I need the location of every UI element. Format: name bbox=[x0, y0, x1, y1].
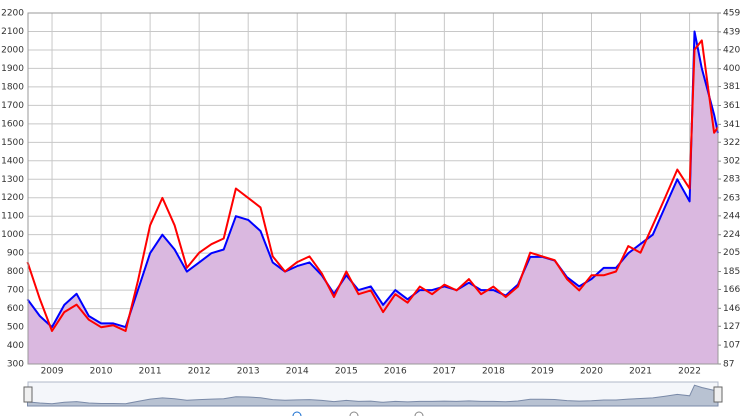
y2-tick-label: 127 bbox=[723, 322, 740, 332]
y2-tick-label: 166 bbox=[723, 285, 740, 295]
y2-tick-label: 185 bbox=[723, 267, 740, 277]
x-tick-label: 2019 bbox=[531, 367, 554, 377]
y-tick-label: 700 bbox=[7, 286, 24, 296]
plot-area bbox=[26, 12, 719, 365]
y2-tick-label: 283 bbox=[723, 175, 740, 185]
y-tick-label: 900 bbox=[7, 249, 24, 259]
y-tick-label: 1900 bbox=[1, 64, 24, 74]
y2-tick-label: 146 bbox=[723, 304, 740, 314]
x-tick-label: 2015 bbox=[335, 367, 358, 377]
y-tick-label: 1200 bbox=[1, 193, 24, 203]
navigator-handle[interactable] bbox=[23, 386, 33, 403]
y2-tick-label: 381 bbox=[723, 82, 740, 92]
x-tick-label: 2009 bbox=[41, 367, 64, 377]
area bbox=[27, 31, 718, 364]
y-tick-label: 1300 bbox=[1, 175, 24, 185]
y-tick-label: 500 bbox=[7, 323, 24, 333]
y2-tick-label: 107 bbox=[723, 341, 740, 351]
y2-tick-label: 459 bbox=[723, 9, 740, 19]
y2-tick-label: 439 bbox=[723, 27, 740, 37]
y-tick-label: 800 bbox=[7, 267, 24, 277]
y-tick-label: 300 bbox=[7, 360, 24, 370]
x-tick-label: 2012 bbox=[188, 367, 211, 377]
x-tick-label: 2021 bbox=[629, 367, 652, 377]
radio-button[interactable] bbox=[292, 411, 302, 416]
navigator-series bbox=[26, 384, 719, 407]
x-tick-label: 2020 bbox=[580, 367, 603, 377]
radio-button[interactable] bbox=[349, 411, 359, 416]
x-tick-label: 2013 bbox=[237, 367, 260, 377]
y2-tick-label: 341 bbox=[723, 120, 740, 130]
y2-tick-label: 205 bbox=[723, 248, 740, 258]
y-tick-label: 400 bbox=[7, 341, 24, 351]
x-tick-label: 2022 bbox=[678, 367, 701, 377]
line bbox=[26, 39, 719, 332]
plot-border bbox=[27, 12, 719, 365]
y2-tick-label: 263 bbox=[723, 193, 740, 203]
x-tick-label: 2011 bbox=[139, 367, 162, 377]
y-tick-label: 600 bbox=[7, 304, 24, 314]
navigator[interactable] bbox=[26, 381, 719, 407]
y-tick-label: 1400 bbox=[1, 156, 24, 166]
y2-tick-label: 87 bbox=[723, 360, 734, 370]
y2-tick-label: 224 bbox=[723, 230, 740, 240]
y-tick-label: 1000 bbox=[1, 230, 24, 240]
y2-tick-label: 400 bbox=[723, 64, 740, 74]
y-tick-label: 1700 bbox=[1, 101, 24, 111]
x-tick-label: 2010 bbox=[90, 367, 113, 377]
y-tick-label: 1500 bbox=[1, 138, 24, 148]
y-tick-label: 1600 bbox=[1, 119, 24, 129]
y-tick-label: 2000 bbox=[1, 45, 24, 55]
y-tick-label: 1800 bbox=[1, 82, 24, 92]
x-tick-label: 2014 bbox=[286, 367, 309, 377]
navigator-handle[interactable] bbox=[713, 386, 723, 403]
x-tick-label: 2018 bbox=[482, 367, 505, 377]
y2-tick-label: 420 bbox=[723, 45, 740, 55]
y2-tick-label: 361 bbox=[723, 101, 740, 111]
y-tick-label: 2100 bbox=[1, 27, 24, 37]
x-tick-label: 2016 bbox=[384, 367, 407, 377]
y2-tick-label: 244 bbox=[723, 211, 740, 221]
y-tick-label: 2200 bbox=[1, 9, 24, 19]
radio-button[interactable] bbox=[414, 411, 424, 416]
x-tick-label: 2017 bbox=[433, 367, 456, 377]
y-tick-label: 1100 bbox=[1, 212, 24, 222]
y2-tick-label: 302 bbox=[723, 157, 740, 167]
y2-tick-label: 322 bbox=[723, 138, 740, 148]
